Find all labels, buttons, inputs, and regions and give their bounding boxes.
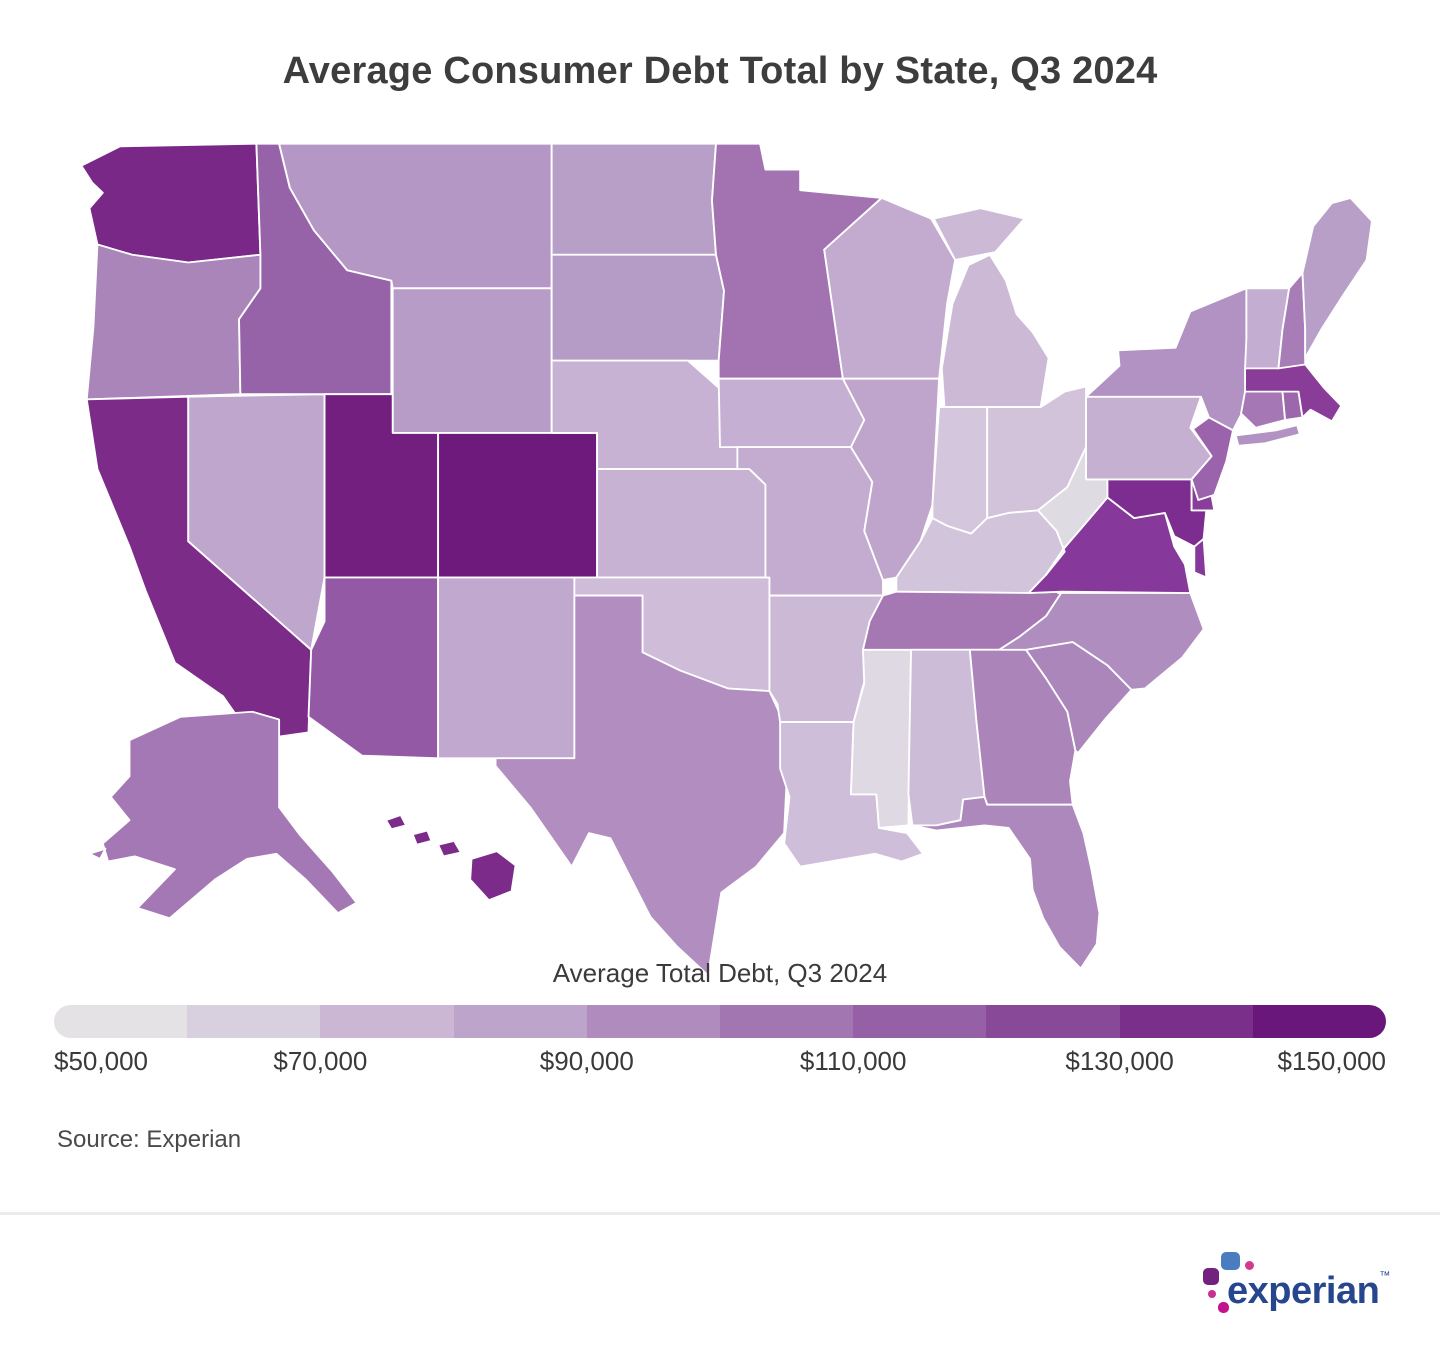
legend-tick-label: $90,000	[539, 1046, 634, 1076]
logo-block-purple	[1203, 1268, 1219, 1285]
state-connecticut[interactable]: Connecticut	[1240, 390, 1287, 429]
legend-segment	[54, 1005, 188, 1038]
state-kansas[interactable]: Kansas	[596, 468, 767, 579]
experian-logo-blocks-icon	[1199, 1252, 1259, 1322]
logo-block-pink-small	[1245, 1261, 1254, 1270]
legend-tick-label: $110,000	[799, 1046, 907, 1076]
source-text: Source: Experian	[57, 1126, 242, 1153]
legend-tick-label: $130,000	[1065, 1046, 1174, 1076]
legend-segment	[586, 1005, 721, 1038]
page-title: Average Consumer Debt Total by State, Q3…	[282, 50, 1158, 92]
state-texas[interactable]: Texas	[494, 594, 790, 976]
state-michigan[interactable]: Michigan	[932, 207, 1050, 408]
state-iowa[interactable]: Iowa	[717, 377, 866, 449]
legend-segment	[1119, 1005, 1253, 1038]
state-oregon[interactable]: Oregon	[85, 243, 262, 401]
legend-segment	[1252, 1005, 1386, 1038]
state-north-carolina[interactable]: North Carolina	[998, 590, 1205, 691]
state-new-mexico[interactable]: New Mexico	[437, 576, 576, 760]
state-arizona[interactable]: Arizona	[307, 576, 440, 760]
state-pennsylvania[interactable]: Pennsylvania	[1085, 395, 1213, 481]
experian-logo[interactable]: experian™	[1199, 1252, 1390, 1334]
experian-wordmark: experian™	[1227, 1270, 1390, 1312]
state-indiana[interactable]: Indiana	[931, 406, 989, 535]
legend-segment	[187, 1005, 321, 1038]
state-north-dakota[interactable]: North Dakota	[550, 142, 717, 256]
us-map-svg: Washington Oregon California Nevada Idah…	[80, 142, 1373, 976]
state-wyoming[interactable]: Wyoming	[391, 287, 553, 434]
legend-segment	[453, 1005, 587, 1038]
legend: Average Total Debt, Q3 2024 $50,000 $70,0…	[54, 958, 1386, 1080]
state-alaska[interactable]: Alaska	[88, 710, 358, 920]
legend-segment	[986, 1005, 1120, 1038]
legend-tick-label: $150,000	[1277, 1046, 1386, 1076]
trademark-symbol: ™	[1379, 1270, 1390, 1282]
footer-divider	[0, 1212, 1440, 1215]
state-maine[interactable]: Maine	[1301, 197, 1373, 359]
state-washington[interactable]: Washington	[80, 142, 262, 264]
legend-segment	[853, 1005, 987, 1038]
logo-block-blue	[1221, 1252, 1240, 1270]
logo-block-pink-medium	[1218, 1302, 1229, 1313]
logo-block-pink-tiny	[1208, 1290, 1216, 1298]
state-florida[interactable]: Florida	[911, 796, 1101, 970]
us-choropleth-map: Washington Oregon California Nevada Idah…	[52, 136, 1388, 988]
state-hawaii[interactable]: Hawaii	[385, 814, 517, 902]
state-new-jersey[interactable]: New Jersey	[1190, 416, 1234, 501]
legend-tick-label: $50,000	[54, 1046, 148, 1076]
state-south-dakota[interactable]: South Dakota	[550, 253, 725, 362]
legend-labels: $50,000 $70,000 $90,000 $110,000 $130,000 $15…	[54, 1046, 1386, 1080]
legend-title: Average Total Debt, Q3 2024	[552, 958, 888, 988]
legend-tick-label: $70,000	[273, 1046, 368, 1076]
legend-bar	[54, 1005, 1386, 1038]
legend-segment	[320, 1005, 454, 1038]
state-colorado[interactable]: Colorado	[437, 432, 599, 579]
state-massachusetts[interactable]: Massachusetts	[1244, 363, 1343, 423]
legend-segment	[720, 1005, 854, 1038]
